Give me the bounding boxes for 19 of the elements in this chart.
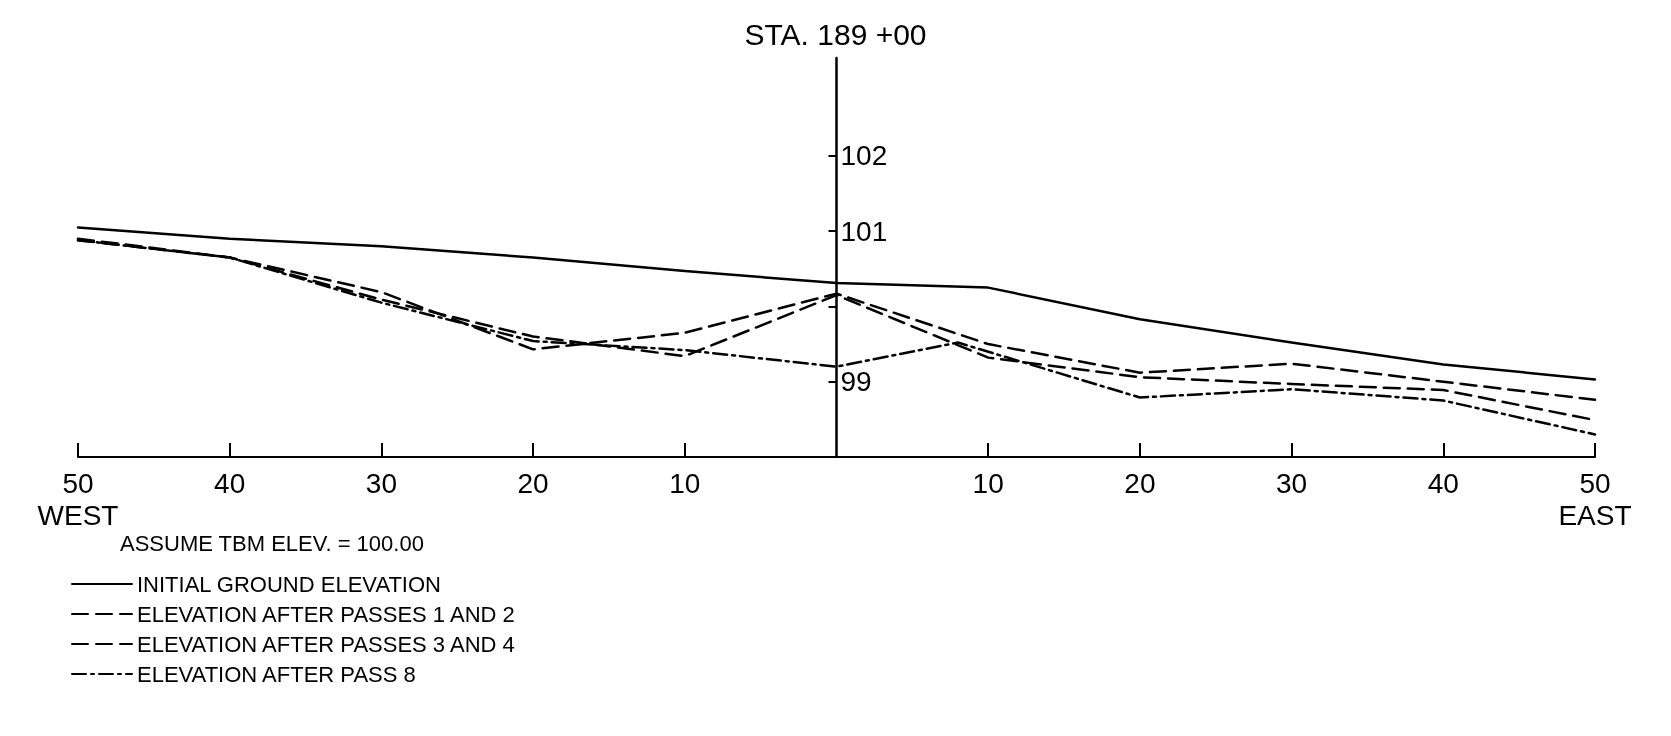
x-tick-label: 30 xyxy=(365,467,397,499)
x-tick-label: 10 xyxy=(669,467,701,499)
text: ASSUME TBM ELEV. = 100.00 xyxy=(120,530,424,556)
legend-label: ELEVATION AFTER PASSES 1 AND 2 xyxy=(137,601,515,627)
x-tick-label: 50 EAST xyxy=(1558,467,1632,531)
x-tick-label: 20 xyxy=(1124,467,1156,499)
x-tick-label: 20 xyxy=(517,467,549,499)
legend-label: ELEVATION AFTER PASSES 3 AND 4 xyxy=(137,631,515,657)
x-tick-label: 50 WEST xyxy=(37,467,119,531)
x-tick-label: 40 xyxy=(214,467,246,499)
y-tick-label: 99 xyxy=(840,366,872,398)
x-tick-label: 30 xyxy=(1276,467,1308,499)
legend-label: INITIAL GROUND ELEVATION xyxy=(137,571,441,597)
y-tick-label: 101 xyxy=(840,215,888,247)
x-tick-label: 40 xyxy=(1427,467,1459,499)
x-tick-label: 10 xyxy=(972,467,1004,499)
y-tick-label: 102 xyxy=(840,140,888,172)
legend-label: ELEVATION AFTER PASS 8 xyxy=(137,661,416,687)
chart-title: STA. 189 +00 xyxy=(744,17,927,51)
